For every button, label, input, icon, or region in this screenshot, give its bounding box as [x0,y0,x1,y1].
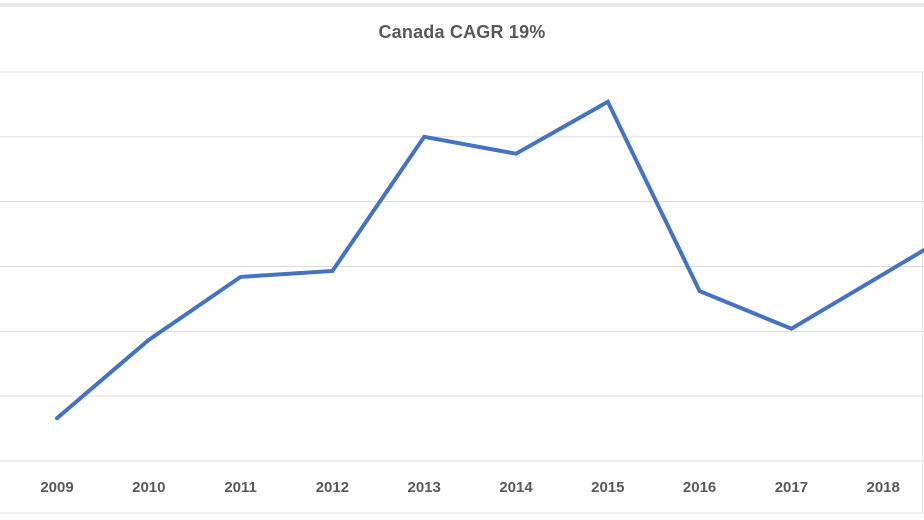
x-axis-tick-label: 2014 [499,479,533,496]
x-axis-tick-label: 2011 [224,479,257,496]
x-axis-tick-label: 2017 [774,479,809,496]
x-axis-tick-label: 2015 [591,479,625,496]
x-axis-tick-label: 2012 [315,479,350,496]
x-axis-tick-label: 2016 [682,479,717,496]
x-axis-tick-label: 2013 [407,479,441,496]
x-axis-tick-label: 2018 [866,479,900,496]
x-axis-tick-label: 2009 [40,479,74,496]
window-top-border [0,3,924,7]
chart-title: Canada CAGR 19% [378,22,546,42]
x-axis-tick-label: 2010 [132,479,166,496]
series-line-canada [55,99,924,421]
